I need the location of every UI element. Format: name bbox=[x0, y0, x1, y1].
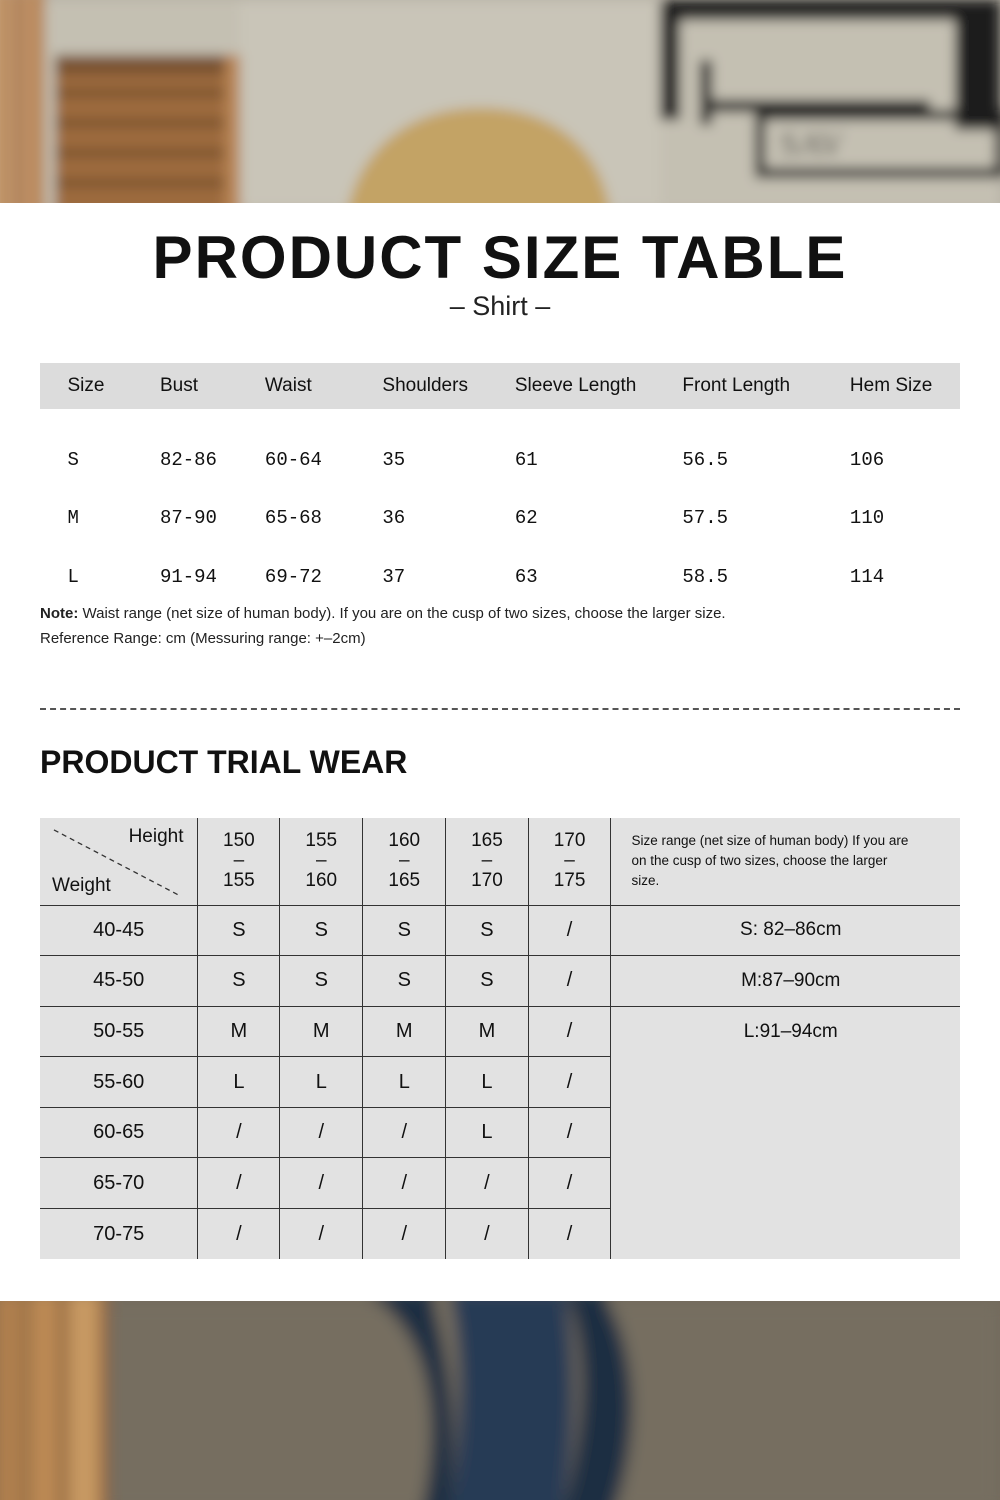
svg-text:SAV: SAV bbox=[780, 126, 844, 163]
